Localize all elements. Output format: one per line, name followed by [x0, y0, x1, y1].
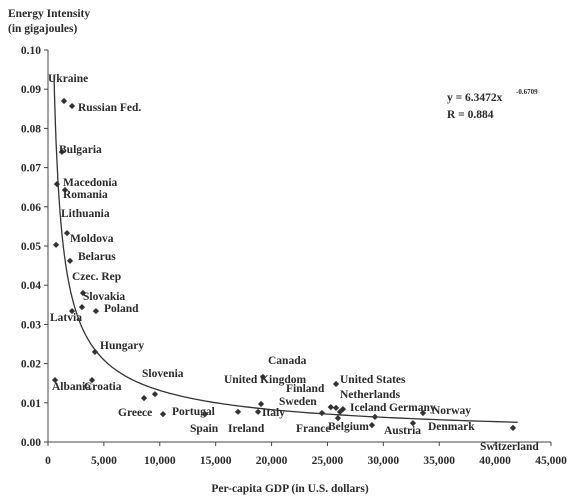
- point: [60, 97, 68, 105]
- y-tick-label: 0.02: [21, 359, 41, 371]
- point: [334, 414, 342, 422]
- x-tick-label: 20,000: [256, 455, 288, 467]
- point: [58, 148, 66, 156]
- point-label: Romania: [63, 189, 108, 201]
- x-tick-label: 0: [45, 455, 51, 467]
- y-tick-label: 0.06: [21, 202, 41, 214]
- point: [53, 180, 61, 188]
- point-label: Poland: [104, 303, 139, 315]
- fit-exponent: -0.6709: [516, 88, 538, 96]
- point-label: Canada: [268, 355, 307, 367]
- point: [254, 408, 262, 415]
- y-tick-label: 0.03: [21, 319, 41, 331]
- point: [419, 409, 427, 417]
- x-tick-label: 45,000: [535, 455, 567, 467]
- point: [318, 409, 326, 417]
- point-label: Slovenia: [142, 368, 184, 380]
- y-tick-label: 0.00: [21, 437, 41, 449]
- point-label: Greece: [118, 407, 152, 419]
- point-label: Iceland: [350, 402, 387, 414]
- point-label: Croatia: [84, 381, 122, 393]
- point: [259, 373, 267, 381]
- point-label: Germany: [389, 402, 436, 414]
- x-tick-label: 15,000: [200, 455, 232, 467]
- point: [201, 411, 209, 418]
- point-label: France: [296, 423, 330, 435]
- x-tick-label: 5,000: [91, 455, 117, 467]
- y-tick-label: 0.09: [21, 84, 41, 96]
- x-tick-label: 30,000: [368, 455, 400, 467]
- point-label: Switzerland: [480, 441, 539, 453]
- point: [68, 102, 76, 110]
- point: [61, 186, 69, 194]
- point: [327, 404, 334, 411]
- point: [332, 404, 340, 412]
- fit-r: R = 0.884: [447, 109, 494, 121]
- y-tick-label: 0.05: [21, 241, 41, 253]
- point-label: Belarus: [78, 251, 116, 263]
- y-tick-label: 0.10: [21, 45, 41, 57]
- point: [332, 380, 340, 388]
- y-axis-title: Energy Intensity: [8, 8, 90, 20]
- point-label: Bulgaria: [59, 144, 102, 156]
- point-label: Albania: [52, 381, 91, 393]
- point-label: Macedonia: [63, 177, 118, 189]
- point-label: Hungary: [100, 340, 144, 352]
- point-label: Belgium: [328, 421, 369, 433]
- point-label: Latvia: [50, 312, 82, 324]
- y-tick-label: 0.04: [21, 280, 41, 292]
- point: [92, 307, 100, 315]
- point: [257, 400, 265, 408]
- point-label: Spain: [190, 423, 219, 435]
- point-label: Austria: [384, 425, 421, 437]
- point: [371, 413, 379, 421]
- point-label: Denmark: [428, 421, 475, 433]
- point-label: Czec. Rep: [72, 271, 121, 283]
- point: [78, 304, 86, 311]
- y-tick-label: 0.08: [21, 123, 41, 135]
- point-label: Ukraine: [48, 73, 88, 85]
- point-label: Russian Fed.: [78, 102, 141, 114]
- point-label: Sweden: [279, 396, 317, 408]
- point: [234, 408, 242, 415]
- point: [368, 422, 376, 429]
- point: [52, 241, 60, 248]
- x-axis-title: Per-capita GDP (in U.S. dollars): [211, 483, 369, 495]
- point: [159, 411, 167, 418]
- point-label: Moldova: [70, 233, 114, 245]
- point: [409, 420, 417, 427]
- point-label: Ireland: [228, 423, 265, 435]
- point-label: Slovakia: [83, 291, 125, 303]
- point: [509, 424, 517, 431]
- point-label: United States: [340, 374, 406, 386]
- y-tick-label: 0.01: [21, 398, 41, 410]
- point: [91, 348, 99, 355]
- x-tick-label: 35,000: [423, 455, 455, 467]
- point-label: Lithuania: [61, 208, 110, 220]
- y-tick-label: 0.07: [21, 163, 41, 175]
- point-label: Norway: [432, 405, 471, 417]
- point-label: Portugal: [172, 406, 215, 418]
- x-tick-label: 25,000: [312, 455, 344, 467]
- point-label: Italy: [262, 407, 285, 419]
- trend-line: [53, 74, 518, 423]
- x-tick-label: 10,000: [144, 455, 176, 467]
- point-label: Finland: [286, 383, 325, 395]
- point: [339, 405, 347, 413]
- point: [151, 391, 159, 398]
- point: [63, 229, 71, 237]
- point: [66, 257, 74, 265]
- y-axis-title: (in gigajoules): [8, 23, 77, 35]
- x-tick-label: 40,000: [479, 455, 511, 467]
- fit-equation: y = 6.3472x: [447, 92, 503, 104]
- point: [140, 394, 148, 402]
- point-label: Netherlands: [340, 389, 401, 401]
- point-label: United Kingdom: [224, 374, 307, 386]
